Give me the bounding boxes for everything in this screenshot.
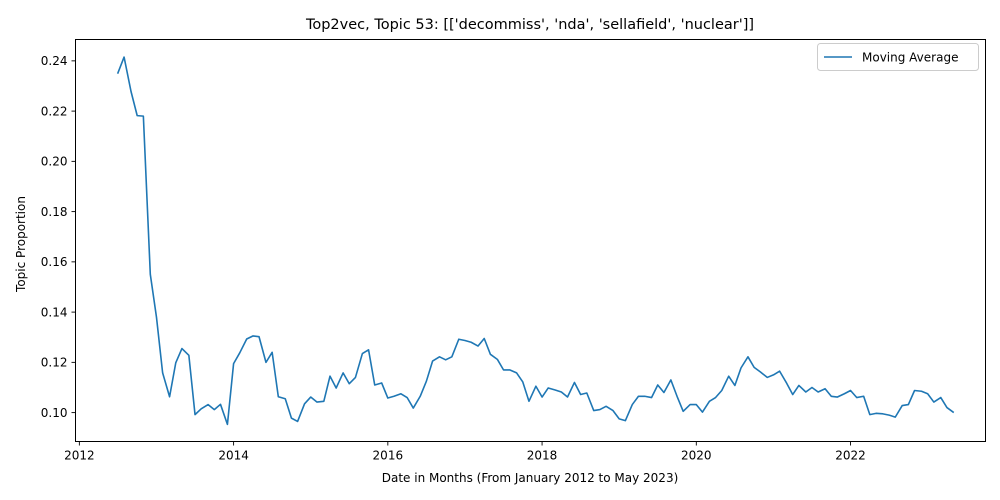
y-axis-label: Topic Proportion	[14, 196, 28, 293]
x-tick-label: 2016	[373, 449, 404, 463]
legend-box	[817, 43, 979, 71]
x-tick-label: 2014	[218, 449, 249, 463]
x-axis-label: Date in Months (From January 2012 to May…	[382, 471, 679, 485]
y-tick-label: 0.20	[41, 155, 68, 169]
y-tick-label: 0.16	[41, 255, 68, 269]
legend-entry: Moving Average	[862, 50, 958, 64]
series-line-0	[116, 56, 955, 426]
plot-frame	[75, 39, 986, 442]
y-tick-label: 0.24	[41, 54, 68, 68]
legend: Moving Average	[817, 43, 979, 71]
plot-area	[116, 56, 955, 426]
x-tick-label: 2012	[64, 449, 95, 463]
x-tick-label: 2022	[835, 449, 866, 463]
y-axis: 0.10 0.12 0.14 0.16 0.18 0.20 0.22 0.24	[41, 54, 76, 420]
y-tick-label: 0.10	[41, 406, 68, 420]
x-tick-label: 2018	[527, 449, 558, 463]
y-tick-label: 0.12	[41, 356, 68, 370]
y-tick-label: 0.22	[41, 104, 68, 118]
x-tick-label: 2020	[681, 449, 712, 463]
y-tick-label: 0.14	[41, 305, 68, 319]
chart-title: Top2vec, Topic 53: [['decommiss', 'nda',…	[305, 17, 754, 33]
x-axis: 2012 2014 2016 2018 2020 2022	[64, 441, 866, 463]
y-tick-label: 0.18	[41, 205, 68, 219]
